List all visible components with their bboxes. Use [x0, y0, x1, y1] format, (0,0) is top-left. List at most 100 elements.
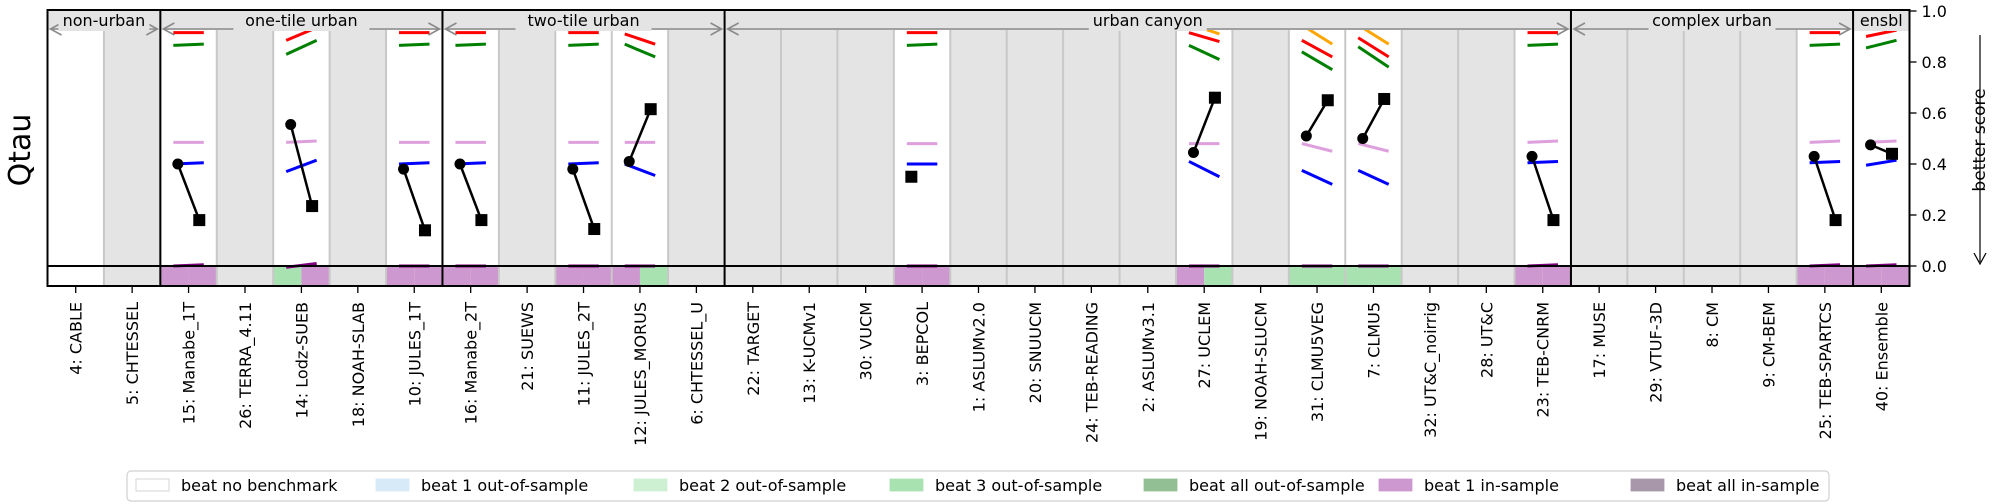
column-bg — [1514, 10, 1571, 286]
legend-swatch — [375, 478, 410, 492]
strip-cell — [414, 266, 443, 286]
group-arrow-left — [725, 22, 739, 36]
x-tick-label: 4: CABLE — [67, 302, 86, 375]
group-label: non-urban — [63, 11, 146, 30]
strip-cell — [273, 266, 302, 286]
x-tick-label: 3: BEPCOL — [913, 302, 932, 386]
strip-cell — [1175, 266, 1205, 286]
connector-line — [1361, 98, 1386, 140]
x-tick-label: 40: Ensemble — [1872, 302, 1891, 411]
benchmark-line — [1865, 158, 1897, 167]
strip-cell — [1373, 266, 1402, 286]
benchmark-line — [285, 38, 318, 56]
x-tick-label: 11: JULES_2T — [575, 302, 595, 407]
strip-cell — [1796, 266, 1825, 286]
x-tick-label: 30: VUCM — [857, 302, 876, 380]
strip-cell — [1345, 266, 1374, 286]
legend-label: beat all out-of-sample — [1189, 476, 1365, 495]
column-bg — [1627, 10, 1684, 286]
square-marker — [306, 200, 319, 213]
legend-swatch — [135, 478, 170, 492]
strip-cell — [301, 266, 330, 286]
x-tick-label: 10: JULES_1T — [405, 302, 425, 407]
benchmark-line — [1809, 139, 1841, 144]
circle-marker — [1808, 150, 1820, 162]
column-bg — [724, 10, 782, 286]
legend-swatch — [1143, 478, 1178, 492]
y-axis-label: Qtau — [3, 114, 38, 187]
circle-marker — [172, 158, 184, 170]
x-tick-label: 17: MUSE — [1590, 302, 1609, 379]
group-arrow-left — [48, 22, 62, 36]
benchmark-line — [1527, 159, 1559, 165]
column-bg — [950, 10, 1007, 286]
circle-marker — [567, 163, 579, 175]
column-bg — [1175, 10, 1233, 286]
y-axis-ticks: 1.0 0.8 0.6 0.4 0.2 0.0 — [1909, 2, 1947, 276]
x-tick-label: 1: ASLUMv2.0 — [970, 302, 989, 412]
column-bg — [329, 10, 387, 286]
legend-label: beat 1 out-of-sample — [421, 476, 588, 495]
strip-cell — [470, 266, 499, 286]
connector-line — [402, 168, 427, 231]
legend-swatch — [633, 478, 668, 492]
column-bg — [1063, 10, 1120, 286]
square-marker — [475, 214, 488, 227]
column-bg — [1119, 10, 1176, 286]
column-bg — [1796, 10, 1854, 286]
legend-label: beat 1 in-sample — [1424, 476, 1559, 495]
column-bg — [1232, 10, 1289, 286]
column-bg — [47, 10, 104, 286]
benchmark-line — [455, 42, 486, 47]
circle-marker — [1526, 150, 1538, 162]
x-tick-label: 9: CM-BEM — [1759, 302, 1778, 388]
circle-marker — [398, 163, 410, 175]
x-tick-label: 27: UCLEM — [1195, 302, 1214, 389]
square-marker — [1829, 214, 1842, 227]
benchmark-line — [1188, 31, 1220, 44]
strip-cell — [442, 266, 471, 286]
column-bg — [837, 10, 894, 286]
connector-line — [1812, 155, 1837, 221]
group-label-bg — [515, 11, 652, 31]
legend-label: beat 2 out-of-sample — [679, 476, 846, 495]
benchmark-line — [1357, 45, 1390, 69]
strip-cell — [1514, 266, 1543, 286]
column-bg — [555, 10, 612, 286]
connector-line — [289, 124, 314, 207]
group-label-bg — [1853, 11, 1909, 31]
square-marker — [644, 103, 657, 116]
legend: beat no benchmark beat 1 out-of-sample bea… — [126, 470, 1830, 502]
strip-cell — [188, 266, 217, 286]
x-tick-label: 31: CLMU5VEG — [1308, 302, 1327, 422]
benchmark-line — [1357, 169, 1390, 186]
column-bg — [1683, 10, 1741, 286]
circle-marker — [285, 118, 297, 130]
circle-marker — [1300, 130, 1312, 142]
x-tick-label: 2: ASLUMv3.1 — [1139, 302, 1158, 412]
legend-swatch — [889, 478, 924, 492]
strip-cell — [611, 266, 640, 286]
group-label: one-tile urban — [245, 11, 357, 30]
group-arrow-left — [1572, 22, 1586, 36]
column-bg — [103, 10, 161, 286]
benchmark-line — [1301, 142, 1333, 153]
y-tick-label: 0.8 — [1922, 53, 1947, 72]
x-tick-label: 24: TEB-READING — [1082, 302, 1101, 443]
x-tick-label: 7: CLMU5 — [1364, 302, 1383, 378]
connector-line — [571, 168, 596, 230]
benchmark-line — [1809, 159, 1841, 165]
strip-cell — [583, 266, 612, 286]
column-bg — [893, 10, 951, 286]
circle-marker — [454, 158, 466, 170]
benchmark-line — [1809, 42, 1841, 47]
y-tick-label: 0.6 — [1922, 104, 1947, 123]
x-tick-label: 20: SNUUCM — [1026, 302, 1045, 403]
plot-frame — [46, 9, 1911, 287]
circle-marker — [1187, 147, 1199, 159]
benchmark-line — [1301, 39, 1333, 59]
benchmark-line — [624, 32, 656, 46]
benchmark-line — [1865, 28, 1897, 38]
square-marker — [1208, 91, 1221, 104]
